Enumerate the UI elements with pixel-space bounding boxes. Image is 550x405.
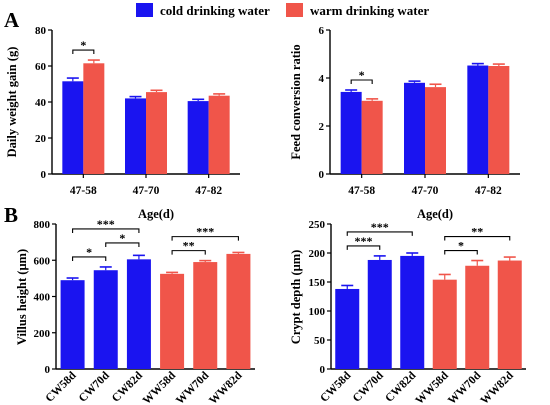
significance-label: *** <box>355 234 373 248</box>
legend: cold drinking water warm drinking water <box>136 3 429 18</box>
significance-label: * <box>458 239 464 253</box>
panel-label-b: B <box>4 203 18 227</box>
significance-label: * <box>359 68 365 82</box>
bar <box>432 279 457 369</box>
legend-swatch-warm <box>286 3 303 17</box>
y-tick-label: 0 <box>319 169 325 181</box>
bar <box>83 63 105 174</box>
significance-bracket <box>105 242 140 247</box>
bar <box>465 265 490 369</box>
y-tick-label: 6 <box>319 25 325 37</box>
significance-bracket <box>444 235 511 241</box>
y-tick-label: 100 <box>309 306 326 318</box>
y-tick-label: 4 <box>319 73 325 85</box>
bar <box>367 259 392 369</box>
bar <box>226 253 251 369</box>
significance-label: *** <box>196 225 214 239</box>
x-axis-title: Age(d) <box>417 207 453 221</box>
bar <box>425 87 446 174</box>
bar <box>60 280 85 369</box>
significance-bracket <box>444 249 478 255</box>
significance-bracket <box>346 245 381 250</box>
legend-label-cold: cold drinking water <box>160 3 270 18</box>
significance-bracket <box>350 79 373 84</box>
category-label: 47-58 <box>70 185 97 197</box>
y-tick-label: 0 <box>45 364 51 376</box>
y-axis-title: Crypt depth (μm) <box>289 250 303 345</box>
category-label: 47-70 <box>133 185 160 197</box>
x-axis-title: Age(d) <box>138 207 174 221</box>
bar <box>335 288 360 369</box>
category-label: CW82d <box>110 369 146 405</box>
y-tick-label: 2 <box>319 121 325 133</box>
chart-feed-conversion-ratio: 0 2 4 6 Feed conversion ratio 47-58 47-70 47-82… <box>289 25 520 221</box>
y-tick-label: 600 <box>34 255 51 267</box>
y-tick-label: 250 <box>309 219 326 231</box>
category-label: 47-58 <box>348 185 375 197</box>
bar <box>497 260 522 369</box>
bar <box>187 101 209 174</box>
significance-bracket <box>171 250 206 255</box>
legend-label-warm: warm drinking water <box>310 3 429 18</box>
bar <box>93 270 118 369</box>
category-label: WW82d <box>207 369 245 405</box>
y-axis-title: Feed conversion ratio <box>289 44 303 159</box>
y-tick-label: 200 <box>34 328 51 340</box>
bar <box>340 91 362 174</box>
bar <box>361 100 383 174</box>
category-label: WW70d <box>446 369 484 405</box>
y-tick-label: 200 <box>309 248 326 260</box>
category-label: WW58d <box>141 369 179 405</box>
category-label: CW70d <box>351 369 387 405</box>
significance-label: ** <box>471 225 483 239</box>
bar <box>467 65 489 174</box>
bar <box>62 81 84 174</box>
significance-bracket <box>346 231 413 236</box>
y-tick-label: 50 <box>314 335 326 347</box>
bar <box>488 66 510 174</box>
bar <box>404 82 425 174</box>
significance-label: *** <box>371 220 389 234</box>
y-tick-label: 80 <box>35 25 47 37</box>
y-tick-label: 60 <box>35 61 47 73</box>
chart-daily-weight-gain: 0 20 40 60 80 Daily weight gain (g) 47-58 47-70… <box>5 25 240 221</box>
bar <box>193 262 218 369</box>
significance-bracket <box>72 49 95 55</box>
category-label: WW58d <box>413 369 451 405</box>
significance-label: ** <box>183 239 195 253</box>
significance-label: * <box>80 38 86 52</box>
significance-label: *** <box>97 217 115 231</box>
y-tick-label: 400 <box>34 292 51 304</box>
y-tick-label: 40 <box>35 97 47 109</box>
legend-swatch-cold <box>136 3 153 17</box>
bar <box>146 92 167 174</box>
y-tick-label: 0 <box>320 364 326 376</box>
y-tick-label: 150 <box>309 277 326 289</box>
category-label: WW82d <box>478 369 516 405</box>
y-tick-label: 0 <box>41 169 47 181</box>
y-tick-label: 800 <box>34 219 51 231</box>
bar <box>160 273 185 369</box>
y-axis-title: Villus height (μm) <box>15 249 29 345</box>
y-tick-label: 20 <box>35 133 47 145</box>
category-label: 47-70 <box>412 185 439 197</box>
significance-label: * <box>119 231 125 245</box>
category-label: WW70d <box>174 369 212 405</box>
category-label: 47-82 <box>475 185 502 197</box>
bar <box>125 98 146 174</box>
category-label: CW70d <box>77 369 113 405</box>
bar <box>126 259 151 369</box>
bar <box>208 95 230 174</box>
significance-label: * <box>86 245 92 259</box>
significance-bracket <box>72 256 107 261</box>
y-axis-title: Daily weight gain (g) <box>5 47 19 158</box>
significance-bracket <box>171 236 239 241</box>
panel-label-a: A <box>4 8 20 32</box>
bar <box>400 255 425 369</box>
significance-bracket <box>72 228 140 233</box>
category-label: 47-82 <box>195 185 222 197</box>
